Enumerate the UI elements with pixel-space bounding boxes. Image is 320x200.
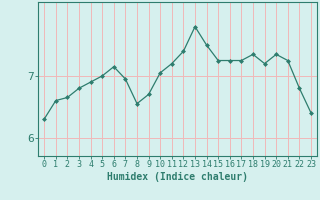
X-axis label: Humidex (Indice chaleur): Humidex (Indice chaleur) xyxy=(107,172,248,182)
